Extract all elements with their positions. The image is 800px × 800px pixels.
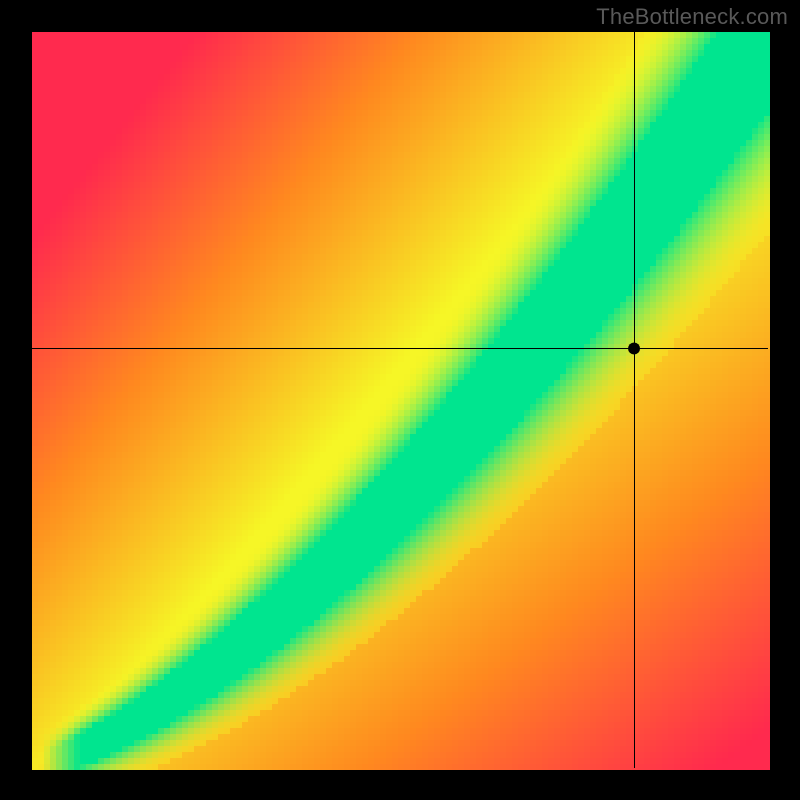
- chart-container: { "attribution": "TheBottleneck.com", "c…: [0, 0, 800, 800]
- bottleneck-heatmap: [0, 0, 800, 800]
- attribution-label: TheBottleneck.com: [596, 4, 788, 30]
